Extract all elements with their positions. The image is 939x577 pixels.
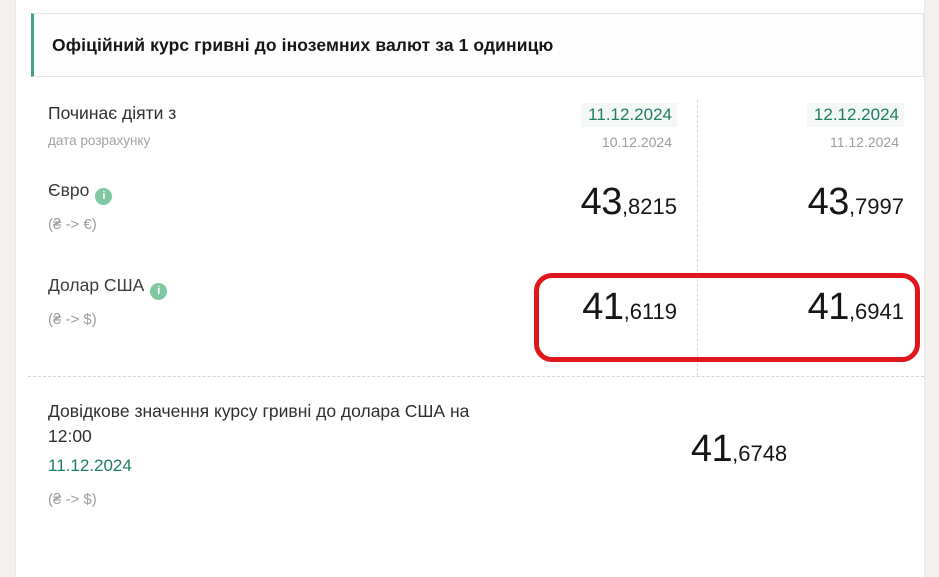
- usd-label-block: Долар США i (₴ -> $): [48, 275, 446, 328]
- eur-rate-cell-2: 43,7997: [677, 180, 924, 230]
- rate-value: 41,6119: [582, 286, 677, 328]
- reference-label-block: Довідкове значення курсу гривні до долар…: [48, 399, 488, 508]
- eur-currency-label: Євро i: [48, 180, 446, 205]
- reference-title: Довідкове значення курсу гривні до долар…: [48, 401, 470, 446]
- card-title: Офіційний курс гривні до іноземних валют…: [31, 13, 924, 77]
- eur-name-text: Євро: [48, 180, 90, 200]
- usd-rate-cell-1: 41,6119: [446, 275, 677, 335]
- table-row-usd: Долар США i (₴ -> $) 41,6119 41,6941: [48, 275, 924, 337]
- rate-value: 41,6748: [690, 428, 788, 471]
- date-column-2: 12.12.2024 11.12.2024: [677, 103, 924, 150]
- eur-label-block: Євро i (₴ -> €): [48, 180, 446, 233]
- dates-label-block: Починає діяти з дата розрахунку: [48, 103, 446, 148]
- section-divider: [28, 376, 924, 377]
- reference-date: 11.12.2024: [48, 455, 132, 475]
- column-divider: [697, 100, 698, 376]
- card-title-text: Офіційний курс гривні до іноземних валют…: [52, 34, 554, 55]
- table-row-dates: Починає діяти з дата розрахунку 11.12.20…: [48, 103, 924, 150]
- rate-value: 43,8215: [580, 181, 677, 223]
- calc-date-1: 10.12.2024: [601, 134, 672, 150]
- rates-card: Офіційний курс гривні до іноземних валют…: [15, 0, 925, 577]
- calc-date-2: 11.12.2024: [829, 134, 899, 150]
- table-row-eur: Євро i (₴ -> €) 43,8215 43,7997: [48, 180, 924, 242]
- effective-date-2: 12.12.2024: [806, 103, 904, 127]
- rates-table: Починає діяти з дата розрахунку 11.12.20…: [48, 103, 924, 337]
- reference-value-cell: 41,6748: [488, 429, 939, 477]
- usd-rate-cell-2: 41,6941: [677, 275, 924, 335]
- rate-value: 43,7997: [807, 181, 904, 223]
- effective-date-1: 11.12.2024: [581, 103, 677, 127]
- date-column-1: 11.12.2024 10.12.2024: [446, 103, 677, 150]
- info-icon[interactable]: i: [95, 188, 113, 205]
- usd-currency-label: Долар США i: [48, 275, 446, 300]
- rate-value: 41,6941: [807, 286, 904, 328]
- eur-pair-label: (₴ -> €): [48, 216, 97, 233]
- usd-name-text: Долар США: [48, 275, 145, 295]
- eur-rate-cell-1: 43,8215: [446, 180, 677, 230]
- calc-date-label: дата розрахунку: [48, 133, 151, 148]
- info-icon[interactable]: i: [150, 283, 168, 300]
- reference-pair-label: (₴ -> $): [48, 490, 97, 508]
- usd-pair-label: (₴ -> $): [48, 311, 97, 328]
- reference-section: Довідкове значення курсу гривні до долар…: [48, 399, 924, 508]
- effective-from-label: Починає діяти з: [48, 103, 177, 123]
